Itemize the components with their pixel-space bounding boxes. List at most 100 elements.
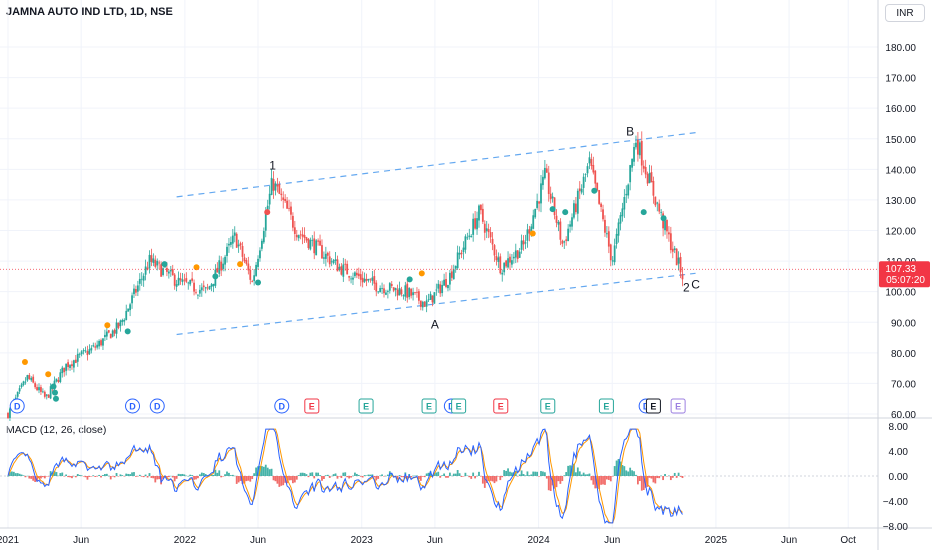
candle-up [338,266,341,270]
macd-histogram-bar [88,476,91,477]
candle-down [359,274,362,280]
candle-down [642,165,645,169]
macd-histogram-bar [578,471,581,476]
macd-histogram-bar [96,476,99,477]
macd-histogram-bar [526,471,529,476]
macd-histogram-bar [111,476,114,477]
macd-histogram-bar [76,474,79,476]
macd-histogram-bar [328,476,331,478]
macd-histogram-bar [100,476,102,478]
candle-up [119,320,122,327]
macd-histogram-bar [563,475,566,476]
macd-histogram-bar [67,476,69,478]
candle-up [458,253,461,255]
candle-up [557,221,560,225]
macd-histogram-bar [567,465,570,476]
macd-histogram-bar [594,476,597,489]
candle-down [40,387,42,392]
macd-histogram-bar [34,476,37,482]
candle-up [530,226,533,233]
macd-histogram-bar [472,472,475,476]
macd-histogram-bar [63,476,66,477]
macd-histogram-bar [516,476,519,477]
signal-dot [237,261,244,268]
candle-up [468,235,471,237]
macd-histogram-bar [549,476,552,491]
macd-histogram-bar [301,472,304,476]
macd-histogram-bar [476,475,478,477]
candle-down [357,273,360,277]
candle-down [602,209,604,220]
candle-up [264,213,267,231]
macd-histogram-bar [125,473,128,476]
candle-down [592,165,595,173]
candle-down [538,201,540,204]
macd-histogram-bar [146,476,149,478]
bar-countdown: 05:07:20 [886,275,925,286]
macd-histogram-bar [175,476,178,479]
candle-up [133,288,135,295]
candle-up [449,272,451,285]
macd-histogram-bar [344,472,347,476]
candle-down [445,278,447,287]
macd-histogram-bar [338,476,341,477]
macd-histogram-bar [437,471,440,476]
macd-histogram-bar [646,476,649,487]
macd-histogram-bar [642,476,645,490]
candle-up [627,184,630,196]
candle-down [247,263,250,271]
macd-histogram-bar [262,466,265,476]
macd-histogram-bar [214,469,217,476]
macd-histogram-bar [565,472,568,476]
macd-histogram-bar [650,476,653,479]
macd-histogram-bar [679,476,682,477]
macd-histogram-bar [323,476,325,479]
candle-up [447,285,449,289]
macd-histogram-bar [115,472,118,476]
candle-up [55,378,58,382]
candle-down [301,234,304,237]
event-label: D [279,402,286,412]
candle-down [313,238,316,254]
macd-histogram-bar [189,474,192,476]
macd-histogram-bar [629,467,632,476]
macd-histogram-bar [290,476,292,481]
macd-histogram-bar [40,476,42,479]
currency-button[interactable]: INR [885,4,925,22]
macd-histogram-bar [82,476,85,477]
macd-histogram-bar [253,473,256,476]
candle-up [551,196,554,199]
candle-down [290,206,292,215]
candle-up [237,244,240,247]
candle-down [47,394,50,398]
candle-up [540,183,542,204]
macd-histogram-bar [150,476,153,478]
macd-histogram-bar [228,472,230,476]
candle-down [173,274,176,286]
candle-up [462,247,465,253]
macd-histogram-bar [191,475,194,476]
candle-down [555,215,558,223]
candle-down [423,301,426,307]
macd-histogram-bar [522,474,525,476]
macd-histogram-bar [369,474,372,476]
macd-histogram-bar [604,476,606,485]
macd-histogram-bar [119,474,122,476]
candle-up [443,279,445,286]
candle-down [598,190,601,204]
candle-up [507,258,509,268]
macd-histogram-bar [449,472,451,476]
candle-up [633,146,635,162]
macd-histogram-bar [202,472,205,476]
candle-down [553,197,556,216]
candle-down [600,203,602,207]
candle-down [202,285,205,288]
candle-up [121,319,124,322]
dividend-event-icon [9,398,25,414]
dividend-event-icon [149,398,165,414]
macd-histogram-bar [547,476,550,491]
price-axis-label: 100.00 [885,288,916,299]
candle-up [350,278,352,280]
candle-down [276,185,279,187]
